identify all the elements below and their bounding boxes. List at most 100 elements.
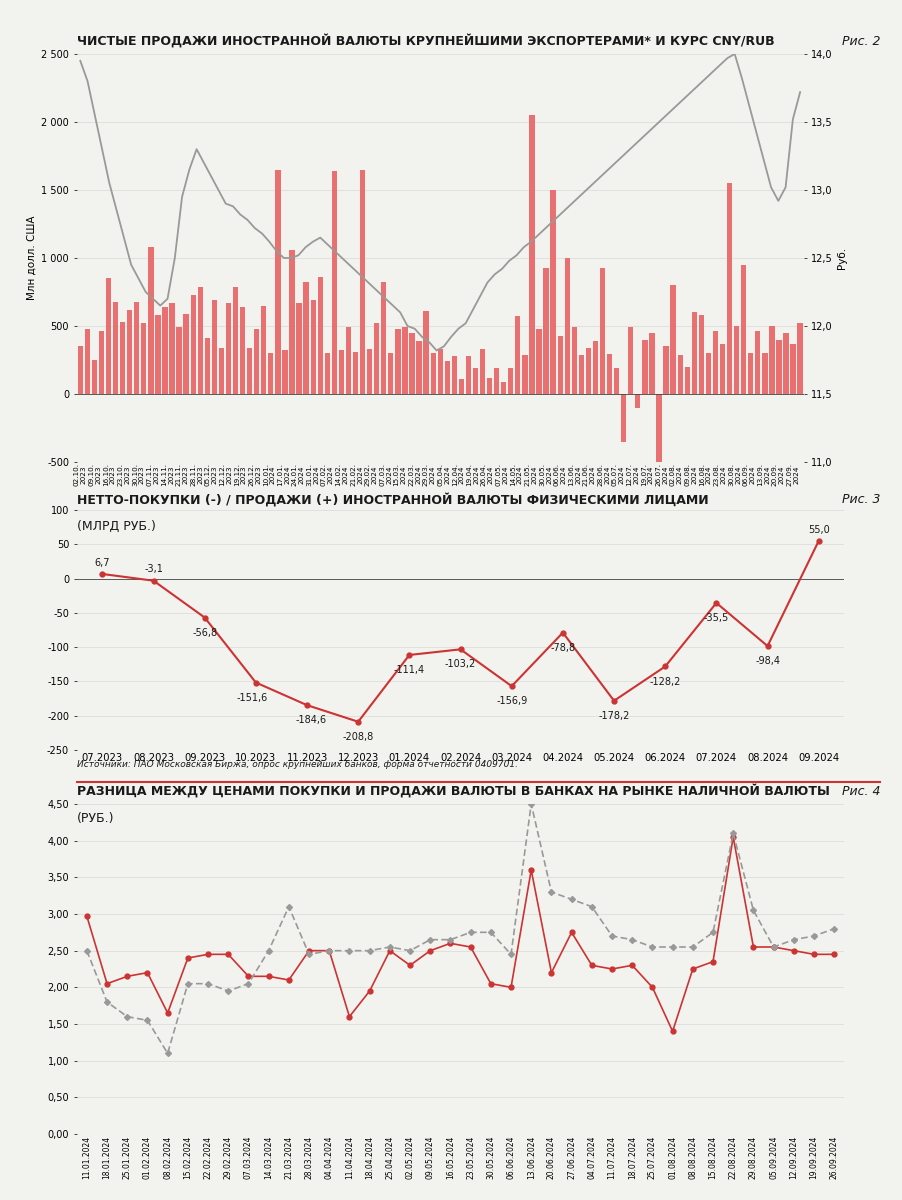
Bar (796, 323, 802, 394)
Bar (543, 268, 548, 394)
Bar (338, 350, 344, 394)
Bar (127, 310, 133, 394)
Bar (628, 328, 632, 394)
Bar (656, 394, 661, 475)
Bar (444, 361, 449, 394)
Bar (289, 250, 294, 394)
Bar (381, 282, 386, 394)
Bar (754, 331, 759, 394)
Bar (318, 277, 323, 394)
Text: Рис. 4: Рис. 4 (841, 785, 879, 798)
Bar (776, 340, 781, 394)
Text: -3,1: -3,1 (144, 564, 162, 575)
Bar (423, 311, 428, 394)
Text: -208,8: -208,8 (342, 732, 373, 742)
Bar (705, 353, 710, 394)
Bar (613, 368, 619, 394)
Text: -184,6: -184,6 (295, 715, 327, 725)
Bar (606, 354, 612, 394)
Bar (233, 287, 238, 394)
Bar (401, 328, 407, 394)
Bar (769, 326, 774, 394)
Bar (458, 379, 464, 394)
Text: Источники: ПАО Московская Биржа, опрос крупнейших банков, форма отчетности 04097: Источники: ПАО Московская Биржа, опрос к… (77, 760, 517, 769)
Text: ЧИСТЫЕ ПРОДАЖИ ИНОСТРАННОЙ ВАЛЮТЫ КРУПНЕЙШИМИ ЭКСПОРТЕРАМИ* И КУРС CNY/RUB: ЧИСТЫЕ ПРОДАЖИ ИНОСТРАННОЙ ВАЛЮТЫ КРУПНЕ… (77, 34, 774, 48)
Text: (МЛРД РУБ.): (МЛРД РУБ.) (77, 520, 155, 533)
Bar (698, 316, 704, 394)
Bar (176, 328, 181, 394)
Text: -151,6: -151,6 (235, 692, 267, 702)
Bar (789, 343, 795, 394)
Bar (366, 349, 372, 394)
Bar (92, 360, 97, 394)
Bar (85, 329, 90, 394)
Bar (621, 394, 626, 442)
Text: -103,2: -103,2 (445, 659, 475, 670)
Bar (473, 368, 478, 394)
Bar (726, 184, 732, 394)
Bar (120, 322, 125, 394)
Bar (353, 352, 358, 394)
Bar (536, 329, 541, 394)
Bar (205, 338, 210, 394)
Bar (741, 265, 745, 394)
Bar (226, 302, 231, 394)
Legend: Чистые продажи, Курс CNY/RUB (правая шкала): Чистые продажи, Курс CNY/RUB (правая шка… (118, 540, 441, 558)
Y-axis label: Руб.: Руб. (836, 247, 846, 269)
Bar (282, 350, 287, 394)
Bar (409, 332, 414, 394)
Text: -98,4: -98,4 (754, 656, 779, 666)
Bar (345, 328, 351, 394)
Bar (106, 278, 111, 394)
Bar (296, 302, 301, 394)
Bar (508, 368, 513, 394)
Bar (501, 382, 506, 394)
Bar (310, 300, 316, 394)
Bar (557, 336, 562, 394)
Bar (170, 302, 174, 394)
Text: -128,2: -128,2 (649, 677, 680, 686)
Bar (98, 331, 104, 394)
Bar (719, 343, 724, 394)
Bar (585, 348, 591, 394)
Bar (240, 307, 245, 394)
Text: -35,5: -35,5 (703, 613, 728, 623)
Bar (275, 169, 281, 394)
Text: 55,0: 55,0 (807, 524, 829, 534)
Text: -78,8: -78,8 (549, 643, 575, 653)
Bar (641, 340, 647, 394)
Text: -111,4: -111,4 (393, 665, 425, 676)
Bar (141, 323, 146, 394)
Bar (712, 331, 717, 394)
Text: РАЗНИЦА МЕЖДУ ЦЕНАМИ ПОКУПКИ И ПРОДАЖИ ВАЛЮТЫ В БАНКАХ НА РЫНКЕ НАЛИЧНОЙ ВАЛЮТЫ: РАЗНИЦА МЕЖДУ ЦЕНАМИ ПОКУПКИ И ПРОДАЖИ В… (77, 784, 829, 798)
Bar (578, 354, 584, 394)
Bar (747, 353, 752, 394)
Bar (684, 367, 689, 394)
Bar (395, 329, 400, 394)
Bar (331, 170, 336, 394)
Bar (190, 295, 196, 394)
Bar (162, 307, 168, 394)
Bar (148, 247, 153, 394)
Bar (663, 347, 668, 394)
Bar (451, 356, 456, 394)
Bar (634, 394, 640, 408)
Bar (134, 301, 139, 394)
Bar (669, 286, 675, 394)
Bar (550, 190, 555, 394)
Bar (761, 353, 767, 394)
Bar (486, 378, 492, 394)
Text: -156,9: -156,9 (495, 696, 527, 707)
Bar (437, 349, 442, 394)
Bar (253, 329, 259, 394)
Bar (649, 332, 654, 394)
Bar (373, 323, 379, 394)
Bar (155, 316, 161, 394)
Bar (691, 312, 696, 394)
Bar (515, 317, 520, 394)
Text: -178,2: -178,2 (598, 710, 629, 721)
Bar (268, 353, 273, 394)
Bar (593, 341, 597, 394)
Bar (183, 313, 189, 394)
Bar (247, 348, 252, 394)
